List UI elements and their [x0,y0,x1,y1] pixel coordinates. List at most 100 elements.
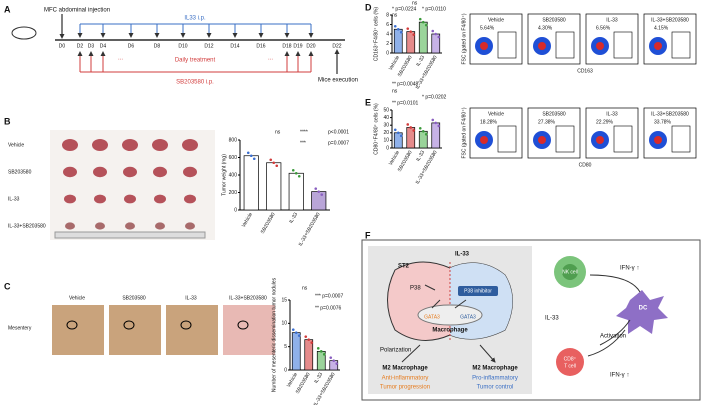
label: P38 inhibitor [464,288,492,294]
label: Macrophage [432,328,468,334]
label: DC [639,306,648,312]
percent: 33.78% [654,119,672,125]
day-label: D18 [282,43,291,49]
data-dot [294,331,298,334]
gate [555,125,575,153]
y-tick-label: 50 [383,107,389,113]
data-dot [304,335,308,338]
data-dot [269,158,273,162]
label: M2 Macrophage [382,366,428,372]
bar [266,162,282,211]
data-dot [437,35,441,39]
x-tick-label: IL-33 [288,211,299,224]
y-tick-label: 6 [386,22,389,28]
tumor [63,166,77,178]
data-dot [332,359,336,362]
label: GATA3 [460,314,476,320]
photo [52,305,104,355]
day-label: D20 [306,43,315,49]
tumor [122,139,138,151]
group-label: IL-33+SB203580 [8,223,46,229]
data-dot [434,32,438,36]
day-label: D12 [204,43,213,49]
inhibitor-box [458,286,498,296]
annotation: **** [300,129,308,135]
data-dot [297,334,301,337]
group-label: IL-33+SB203580 [651,111,689,117]
data-dot [421,20,425,24]
mouse [11,26,37,40]
label: Polarization [380,348,411,354]
group-label: Vehicle [69,295,85,301]
data-dot [291,328,295,331]
label: CD8⁺ [564,356,577,362]
day-label: D16 [256,43,265,49]
tumor [185,222,195,230]
gate [671,31,691,59]
data-dot [431,29,435,33]
x-tick-label: SB203580 [260,211,277,234]
data-dot [421,129,425,133]
y-tick-label: 0 [386,50,389,56]
data-dot [431,118,435,122]
data-dot [406,123,410,126]
annotation: * p=0.0110 [422,6,446,12]
day-label: D19 [293,43,302,49]
tumor [124,194,136,204]
data-dot [316,347,320,350]
data-dot [396,131,400,135]
label: NK cell [562,269,578,275]
annotation: *** p=0.0007 [315,293,343,299]
label: Activation [600,334,626,340]
data-dot [424,23,428,27]
y-tick-label: 600 [229,155,238,161]
day-label: D10 [178,43,187,49]
data-dot [399,134,403,138]
data-dot [409,30,413,33]
y-tick-label: 10 [281,321,287,327]
data-dot [291,168,295,172]
y-tick-label: 2 [386,41,389,47]
density-core [596,136,604,144]
data-dot [294,171,298,175]
tumor [95,222,105,230]
group-label: IL-33+SB203580 [651,17,689,23]
label: ST2 [398,264,410,270]
percent: 4.30% [538,25,553,31]
y-tick-label: 0 [386,145,389,151]
percent: 6.56% [596,25,611,31]
group-label: Vehicle [488,17,504,23]
arrows [401,344,495,362]
y-tick-label: 0 [284,367,287,373]
data-dot [335,362,339,365]
annotation: ns [392,88,398,94]
tumor [62,139,78,151]
y-axis-label: CD80⁺F4/80⁺ cells (%) [373,103,379,155]
annotation: * p=0.0202 [422,94,447,100]
percent: 27.38% [538,119,556,125]
gate [613,31,633,59]
annotation: * p=0.0224 [392,6,417,12]
density-core [596,42,604,50]
percent: 18.28% [480,119,498,125]
label: Mice execution [318,78,358,84]
annotation: ns [412,0,418,6]
tumor [92,139,108,151]
bar [304,339,314,371]
data-dot [393,24,397,28]
nodule [237,320,249,330]
density-core [538,136,546,144]
photo [166,305,218,355]
data-dot [307,338,311,341]
data-dot [399,30,403,34]
data-dot [314,187,318,190]
photo [109,305,161,355]
tumor [64,194,76,204]
photo [223,305,275,355]
x-tick-label: IL-33 [415,54,426,67]
bar [311,191,327,211]
bar [329,360,339,371]
percent: 5.64% [480,25,495,31]
label: SB203580 i.p. [176,80,214,86]
